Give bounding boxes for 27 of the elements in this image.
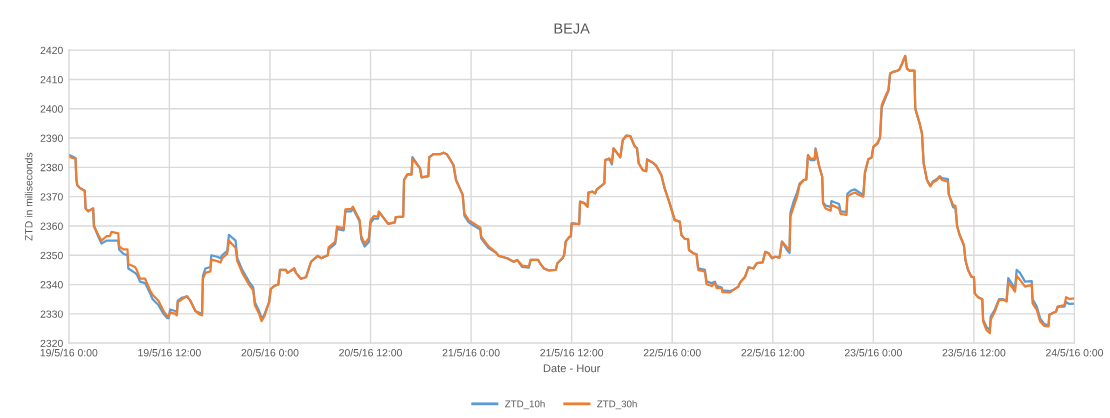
y-tick-label: 2380 — [40, 163, 63, 172]
x-tick-label: 24/5/16 0:00 — [1046, 348, 1104, 357]
x-tick-label: 22/5/16 12:00 — [741, 348, 805, 357]
x-tick-label: 22/5/16 0:00 — [643, 348, 701, 357]
y-tick-label: 2390 — [40, 134, 63, 142]
y-tick-label: 2320 — [40, 339, 63, 348]
legend-label: ZTD_10h — [505, 400, 545, 410]
x-tick-label: 19/5/16 0:00 — [40, 348, 98, 357]
y-tick-label: 2370 — [40, 193, 63, 201]
x-tick-label: 21/5/16 12:00 — [540, 348, 604, 357]
y-tick-label: 2400 — [40, 105, 63, 113]
x-tick-label: 21/5/16 0:00 — [442, 348, 500, 357]
y-tick-label: 2360 — [40, 222, 63, 230]
x-tick-label: 23/5/16 0:00 — [844, 348, 902, 357]
x-tick-label: 19/5/16 12:00 — [138, 348, 201, 357]
legend-label: ZTD_30h — [597, 400, 637, 410]
y-tick-label: 2350 — [40, 251, 63, 260]
x-axis-title: Date - Hour — [543, 364, 601, 373]
chart-title: BEJA — [554, 23, 590, 34]
y-tick-label: 2410 — [40, 75, 63, 84]
y-tick-label: 2330 — [40, 310, 63, 318]
x-tick-label: 20/5/16 12:00 — [339, 348, 402, 357]
x-tick-label: 20/5/16 0:00 — [241, 348, 299, 357]
y-tick-label: 2340 — [40, 281, 63, 289]
y-axis-title: ZTD in miliseconds — [24, 152, 33, 241]
y-tick-label: 2420 — [40, 46, 63, 55]
x-tick-label: 23/5/16 12:00 — [942, 348, 1006, 357]
